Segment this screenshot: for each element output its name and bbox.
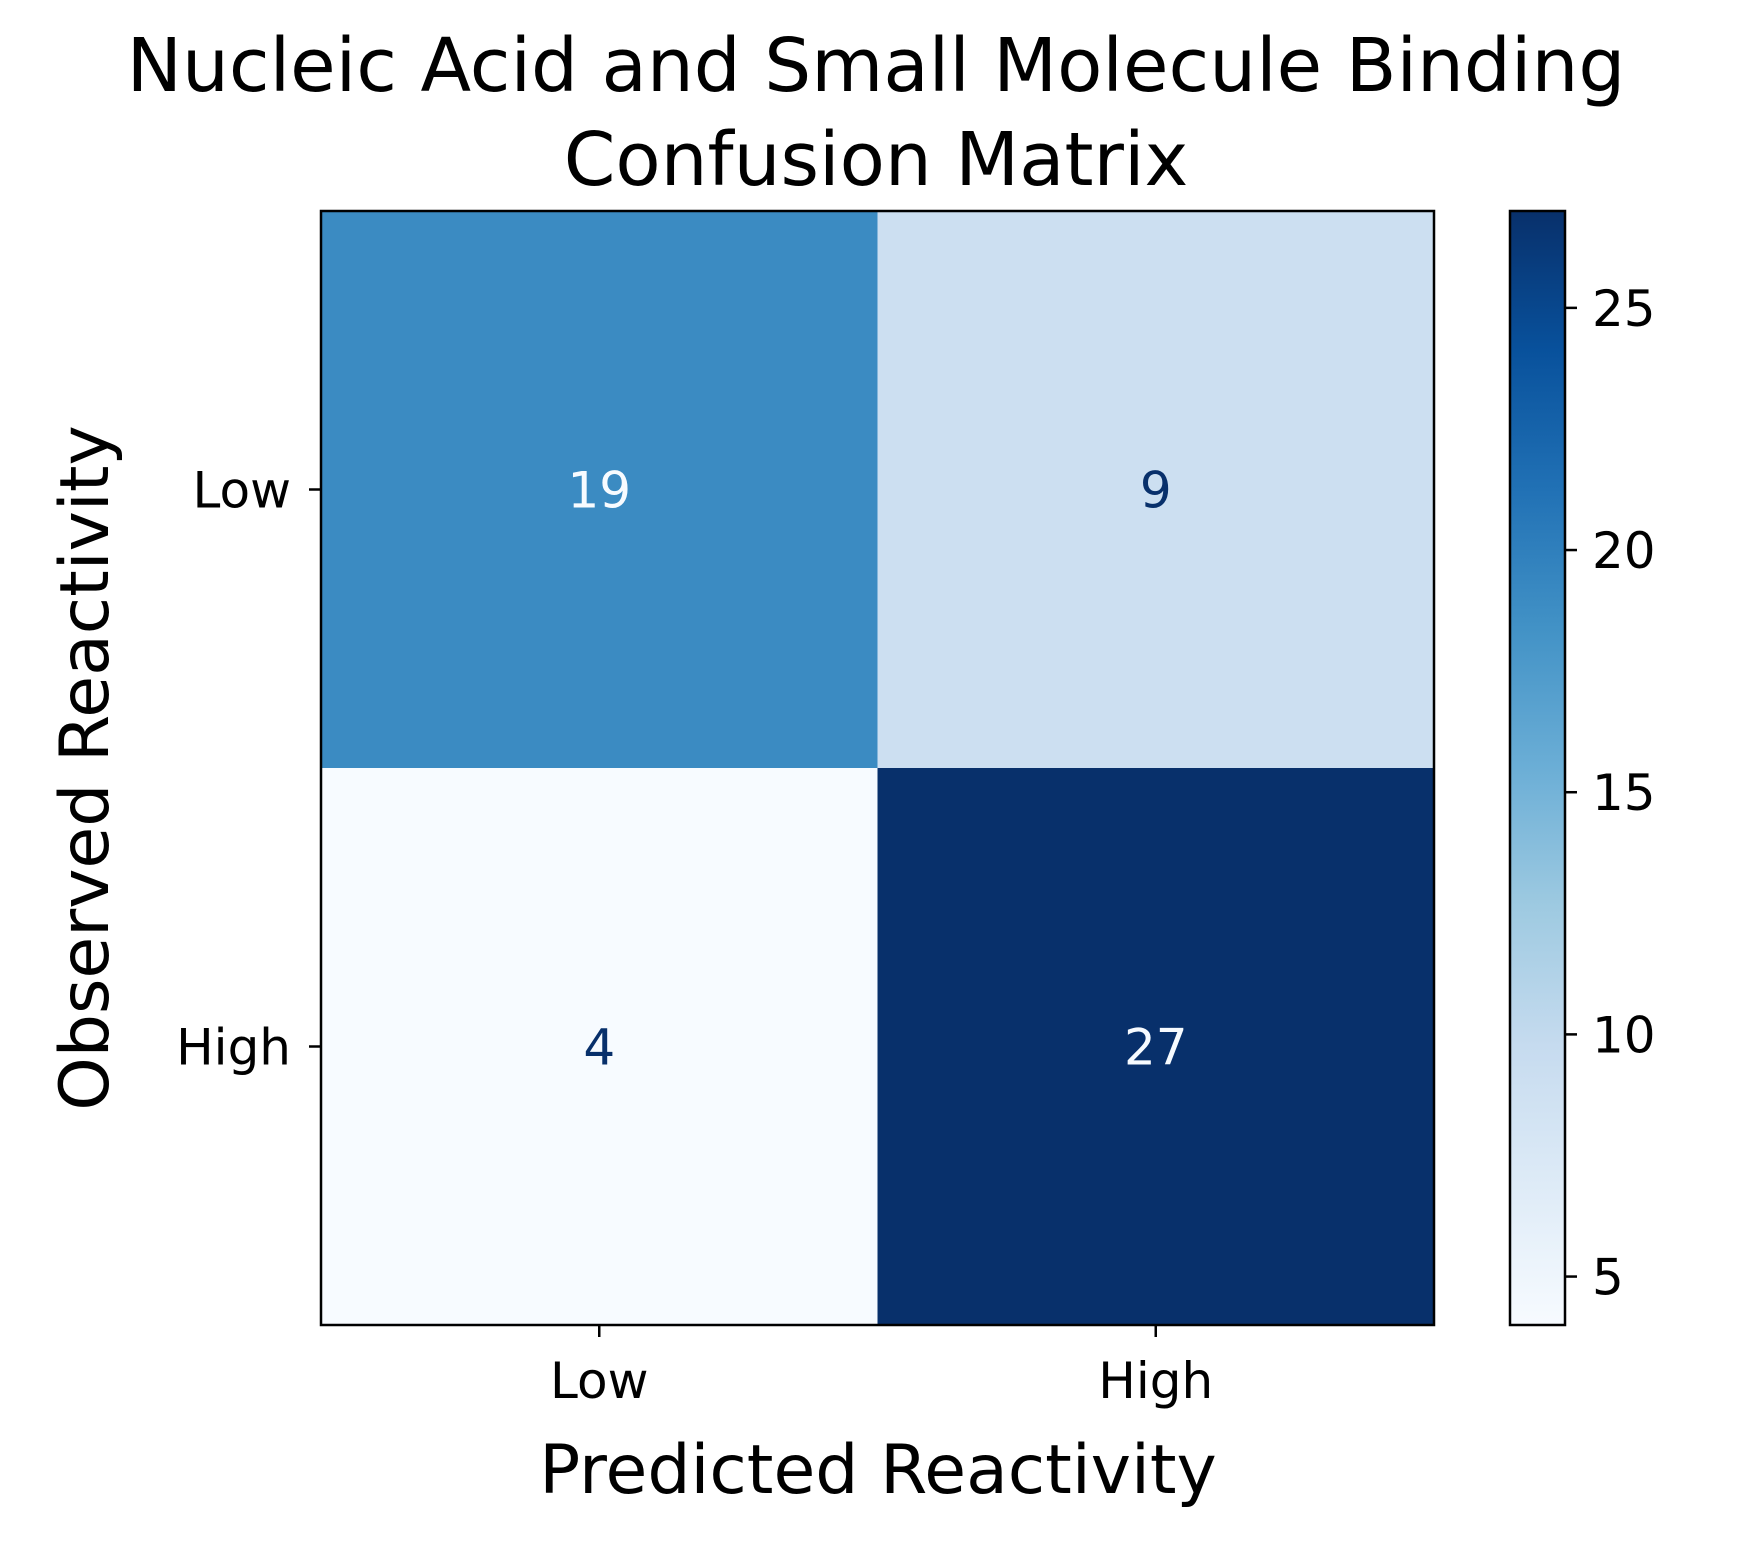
heatmap-cell xyxy=(877,768,1435,1326)
heatmap-cell xyxy=(877,211,1435,769)
y-axis-label: Observed Reactivity xyxy=(46,425,125,1110)
colorbar-ticks: 5 10 15 20 25 xyxy=(1565,280,1656,1307)
cell-value-label: 4 xyxy=(583,1019,615,1077)
heatmap-cell xyxy=(321,768,878,1326)
cell-value-label: 27 xyxy=(1124,1019,1188,1077)
cell-value-label: 9 xyxy=(1140,462,1172,520)
chart-title-line-2: Confusion Matrix xyxy=(564,117,1189,203)
colorbar xyxy=(1508,209,1567,1327)
chart-title-line-1: Nucleic Acid and Small Molecule Binding xyxy=(127,23,1626,109)
colorbar-tick-label: 15 xyxy=(1592,764,1656,822)
heatmap-frame xyxy=(319,209,1436,1327)
colorbar-tick-label: 5 xyxy=(1592,1249,1624,1307)
axis-ticks: Low High Low High xyxy=(176,462,1213,1411)
x-tick-label: Low xyxy=(550,1352,648,1410)
colorbar-tick-label: 10 xyxy=(1592,1006,1656,1064)
colorbar-tick-label: 20 xyxy=(1592,522,1656,580)
y-tick-label: Low xyxy=(193,462,291,520)
x-tick-label: High xyxy=(1098,1352,1213,1410)
y-tick-label: High xyxy=(176,1019,291,1077)
heatmap-cells: 19 9 4 27 xyxy=(321,211,1435,1326)
colorbar-tick-label: 25 xyxy=(1592,280,1656,338)
x-axis-label: Predicted Reactivity xyxy=(539,1431,1217,1510)
cell-value-label: 19 xyxy=(567,462,631,520)
heatmap-cell xyxy=(321,211,878,769)
